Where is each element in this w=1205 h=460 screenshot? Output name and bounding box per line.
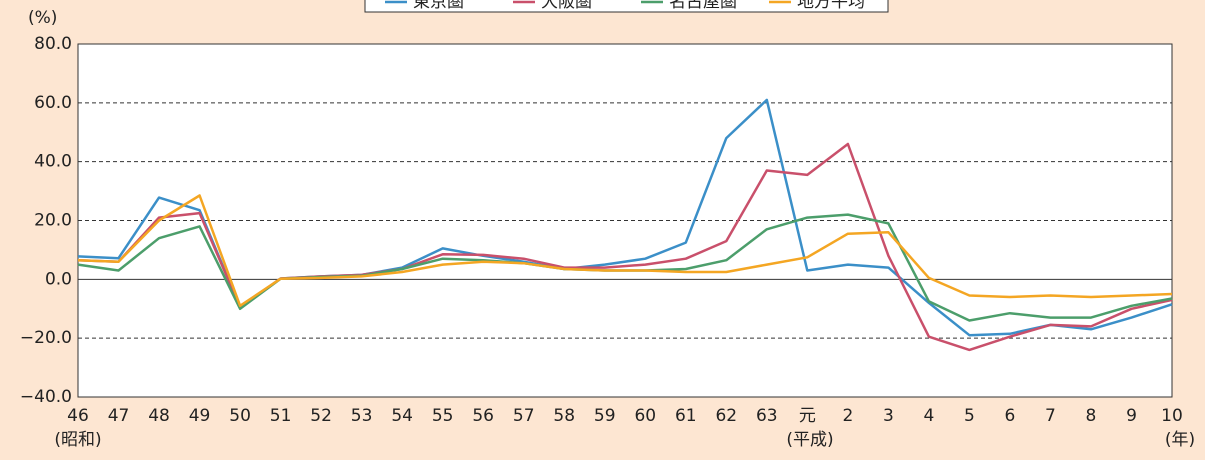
x-tick-label: 3 (883, 406, 894, 426)
legend-label: 東京圏 (413, 0, 464, 12)
x-tick-label: 7 (1045, 406, 1056, 426)
y-tick-label: 60.0 (34, 93, 72, 113)
x-tick-label: 4 (923, 406, 934, 426)
x-tick-label: 49 (189, 406, 211, 426)
x-tick-label: 63 (756, 406, 778, 426)
legend-box (364, 0, 889, 13)
x-tick-label: 61 (675, 406, 697, 426)
y-tick-label: −40.0 (20, 387, 72, 407)
x-tick-label: 55 (432, 406, 454, 426)
y-tick-label: 80.0 (34, 34, 72, 54)
x-tick-label: 60 (634, 406, 656, 426)
y-tick-label: 0.0 (45, 269, 72, 289)
legend-label: 名古屋圏 (669, 0, 737, 12)
x-tick-label: 2 (842, 406, 853, 426)
y-tick-label: −20.0 (20, 328, 72, 348)
x-tick-label: 53 (351, 406, 373, 426)
x-tick-label: 10 (1161, 406, 1183, 426)
x-tick-label: 50 (229, 406, 251, 426)
x-tick-label: 54 (391, 406, 413, 426)
y-tick-label: 20.0 (34, 211, 72, 231)
x-tick-label: 5 (964, 406, 975, 426)
series-line (77, 194, 1173, 308)
x-tick-label: 58 (553, 406, 575, 426)
era-label: (昭和) (54, 430, 101, 450)
x-tick-label: 48 (148, 406, 170, 426)
legend: 東京圏 大阪圏 名古屋圏 地方平均 (385, 0, 865, 12)
y-tick-label: 40.0 (34, 152, 72, 172)
y-unit-label: (%) (28, 8, 57, 28)
x-tick-label: 元 (799, 406, 816, 426)
legend-label: 地方平均 (797, 0, 865, 12)
era-label: (平成) (786, 430, 833, 450)
x-tick-label: 62 (715, 406, 737, 426)
x-tick-label: 51 (270, 406, 292, 426)
x-tick-label: 59 (594, 406, 616, 426)
x-tick-label: 8 (1086, 406, 1097, 426)
x-tick-label: 46 (67, 406, 89, 426)
x-tick-label: 47 (108, 406, 130, 426)
x-tick-label: 52 (310, 406, 332, 426)
legend-label: 大阪圏 (541, 0, 592, 12)
x-tick-label: 57 (513, 406, 535, 426)
x-tick-label: 56 (472, 406, 494, 426)
x-unit-label: (年) (1165, 430, 1195, 450)
x-tick-label: 6 (1005, 406, 1016, 426)
x-tick-label: 9 (1126, 406, 1137, 426)
